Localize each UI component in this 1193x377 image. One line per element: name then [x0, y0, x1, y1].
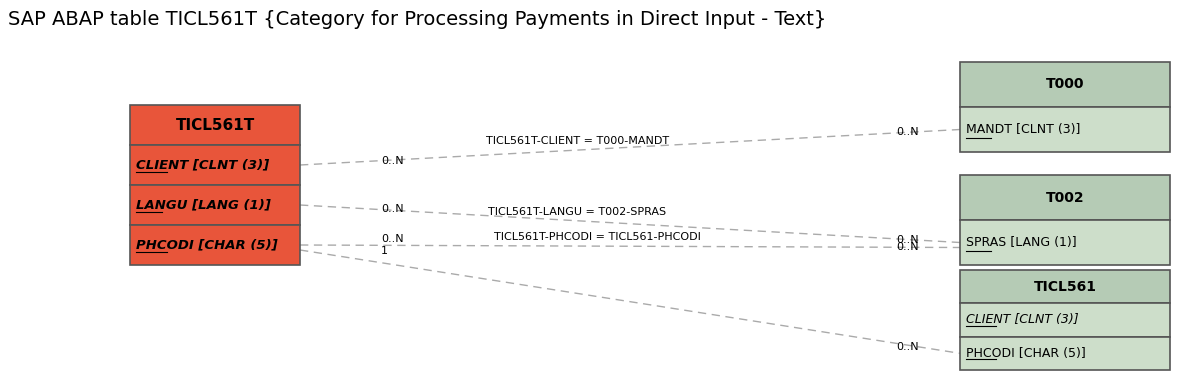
Text: PHCODI [CHAR (5)]: PHCODI [CHAR (5)]	[136, 239, 278, 251]
Bar	[130, 225, 299, 265]
Text: 0..N
1: 0..N 1	[382, 234, 403, 256]
Bar	[130, 145, 299, 185]
Text: TICL561: TICL561	[1033, 280, 1096, 294]
Bar	[960, 270, 1170, 303]
Text: 0..N: 0..N	[896, 127, 919, 136]
Text: 0..N: 0..N	[382, 156, 403, 166]
Text: TICL561T-LANGU = T002-SPRAS: TICL561T-LANGU = T002-SPRAS	[488, 207, 666, 217]
Text: CLIENT [CLNT (3)]: CLIENT [CLNT (3)]	[966, 314, 1078, 326]
Bar	[960, 337, 1170, 370]
Text: 0..N: 0..N	[382, 204, 403, 215]
Bar	[130, 105, 299, 145]
Bar	[130, 185, 299, 225]
Text: MANDT [CLNT (3)]: MANDT [CLNT (3)]	[966, 123, 1081, 136]
Text: T002: T002	[1046, 190, 1084, 204]
Text: SAP ABAP table TICL561T {Category for Processing Payments in Direct Input - Text: SAP ABAP table TICL561T {Category for Pr…	[8, 10, 827, 29]
Text: PHCODI [CHAR (5)]: PHCODI [CHAR (5)]	[966, 347, 1086, 360]
Text: LANGU [LANG (1)]: LANGU [LANG (1)]	[136, 199, 271, 211]
Bar	[960, 175, 1170, 220]
Text: T000: T000	[1046, 78, 1084, 92]
Text: SPRAS [LANG (1)]: SPRAS [LANG (1)]	[966, 236, 1076, 249]
Text: 0..N: 0..N	[896, 242, 919, 252]
Text: TICL561T: TICL561T	[175, 118, 254, 132]
Bar	[960, 62, 1170, 107]
Text: 0..N: 0..N	[896, 342, 919, 352]
Text: CLIENT [CLNT (3)]: CLIENT [CLNT (3)]	[136, 158, 270, 172]
Bar	[960, 220, 1170, 265]
Text: TICL561T-CLIENT = T000-MANDT: TICL561T-CLIENT = T000-MANDT	[486, 136, 669, 146]
Bar	[960, 303, 1170, 337]
Text: TICL561T-PHCODI = TICL561-PHCODI: TICL561T-PHCODI = TICL561-PHCODI	[494, 232, 700, 242]
Bar	[960, 107, 1170, 152]
Text: 0..N: 0..N	[896, 235, 919, 245]
